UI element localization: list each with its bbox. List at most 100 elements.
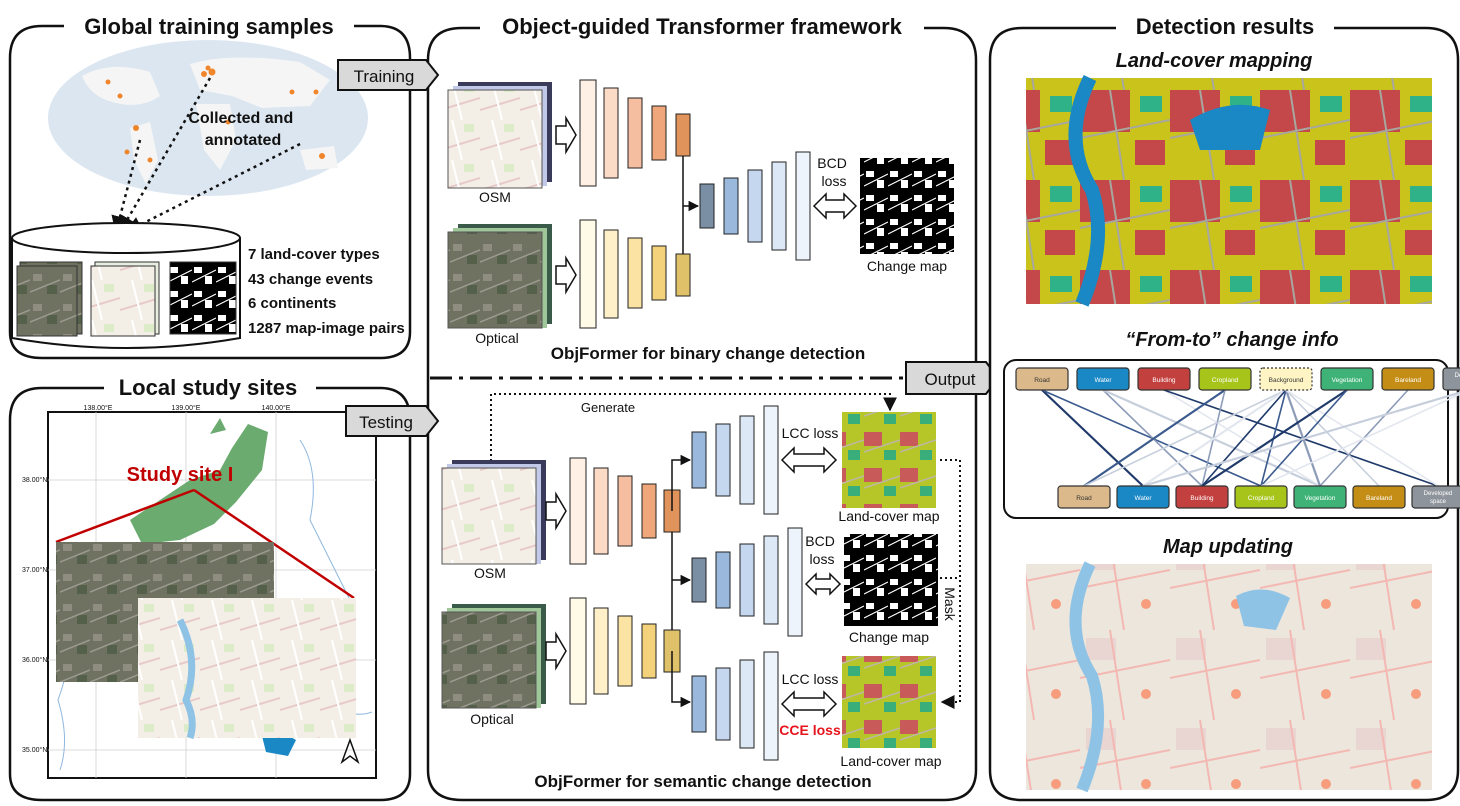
binary-osm-label: OSM [479,189,511,205]
panel-results: Detection results Land-cover mapping “Fr… [988,12,1460,802]
semantic-branch: Generate OSM Optical [441,393,961,791]
bcd-loss-semantic-line2: loss [810,551,835,567]
map-note-line2: annotated [205,132,281,149]
semantic-bcd-decoder-block-5 [787,527,803,637]
binary-caption: ObjFormer for binary change detection [551,344,866,363]
generate-arrow [490,393,897,466]
lon-tick-2: 139.00°E [172,404,201,412]
output-tag-label: Output [924,370,975,389]
binary-optical-arrow-icon [555,255,577,295]
binary-change-map-label: Change map [867,258,947,274]
from-class-cropland-box [1198,367,1252,391]
from-class-road-label: Road [1034,377,1050,384]
from-class-building-label: Building [1152,377,1176,384]
testing-tag-label: Testing [359,413,413,432]
mask-label: Mask [942,587,958,621]
arrow-europe-to-db [118,77,212,234]
binary-opt-encoder-block-3 [627,237,643,309]
binary-osm-encoder-block-2 [603,87,619,179]
binary-osm-encoder-block-3 [627,97,643,169]
to-class-building-box [1175,485,1229,509]
bay-shape [262,733,296,756]
to-class-cropland-box [1234,485,1288,509]
semantic-optical-arrow-icon [545,631,567,671]
binary-change-map [860,158,954,254]
semantic-lc2-decoder-block-3 [739,659,755,749]
lcc-loss-bottom-label: LCC loss [782,671,839,687]
to-class-cropland-label: Cropland [1248,495,1275,502]
binary-osm-encoder-block-5 [675,113,691,157]
stat-continents: 6 continents [248,295,336,312]
semantic-osm-label: OSM [474,565,506,581]
map-note: Collected and annotated [188,110,297,149]
local-panel-title: Local study sites [119,375,298,400]
semantic-osm-encoder-block-4 [641,483,657,539]
results-panel-title: Detection results [1136,14,1315,39]
panel-global-training: Global training samples Collected and an… [8,12,412,360]
lcc-loss-top-label: LCC loss [782,425,839,441]
semantic-opt-encoder-block-2 [593,607,609,695]
stat-events: 43 change events [248,271,373,288]
landcover-map-bottom-label: Land-cover map [840,753,941,769]
lcc-loss-top-arrow-icon [780,446,838,474]
semantic-lc2-decoder-block-4 [763,651,779,761]
to-class-vegetation-box [1293,485,1347,509]
from-class-background-box [1259,367,1313,391]
transition-link [1285,389,1380,487]
binary-decoder-block-3 [747,169,763,243]
from-class-vegetation-box [1320,367,1374,391]
landcover-map-top-label: Land-cover map [838,508,939,524]
stat-landcover: 7 land-cover types [248,246,380,263]
binary-loss-label: BCD loss [817,155,850,189]
semantic-osm-input [441,467,537,565]
semantic-opt-encoder-block-4 [641,623,657,679]
from-class-cropland-label: Cropland [1212,377,1239,384]
binary-opt-encoder-block-5 [675,253,691,297]
world-map [48,40,368,196]
bcd-loss-semantic-line1: BCD [805,533,835,549]
semantic-lc1-decoder-block-1 [691,431,707,489]
lon-tick-3: 140.00°E [262,404,291,412]
transition-link [1201,389,1348,487]
semantic-osm-arrow-icon [545,491,567,531]
sample-dots [105,65,325,163]
north-arrow-icon [340,737,360,765]
binary-decoder-block-2 [723,177,739,235]
semantic-bcd-decoder-block-1 [691,557,707,603]
from-class-bareland-label: Bareland [1395,377,1421,384]
to-class-developed-space-label-line: Developed [1424,491,1453,497]
to-class-developed-space-box [1411,485,1460,509]
binary-loss-arrow-icon [812,192,858,220]
binary-decoder-block-4 [771,161,787,251]
fromto-title: “From-to” change info [1125,329,1338,351]
fromto-box [1003,359,1449,519]
binary-decoder-block-5 [795,151,811,261]
from-class-vegetation-label: Vegetation [1332,377,1363,384]
semantic-bcd-decoder-block-3 [739,543,755,617]
transition-link [1102,388,1321,488]
training-tag-label: Training [354,67,415,86]
stat-pairs: 1287 map-image pairs [248,320,405,337]
binary-osm-encoder-block-4 [651,105,667,161]
from-class-bareland-box [1381,367,1435,391]
lat-tick-1: 38.00°N [22,476,47,484]
study-area-shape [130,424,268,544]
semantic-lc1-decoder-block-2 [715,423,731,497]
to-class-bareland-label: Bareland [1366,495,1392,502]
binary-osm-encoder-block-1 [579,79,597,187]
semantic-change-map-label: Change map [849,629,929,645]
transition-link [1285,389,1439,487]
lat-tick-4: 35.00°N [22,746,47,754]
semantic-bcd-decoder-block-4 [763,535,779,625]
semantic-change-map [844,534,938,626]
semantic-optical-label: Optical [470,711,514,727]
fromto-graph: Road Water Building Cropland Background Veget… [1015,367,1460,509]
binary-optical-input [447,231,543,329]
semantic-bcd-decoder-block-2 [715,551,731,609]
arrow-asia-to-db [124,142,301,234]
to-class-building-label: Building [1190,495,1214,502]
binary-optical-label: Optical [475,330,519,346]
mapping-title: Land-cover mapping [1116,50,1313,72]
from-class-background-label: Background [1269,377,1304,384]
transition-link [1142,391,1460,488]
